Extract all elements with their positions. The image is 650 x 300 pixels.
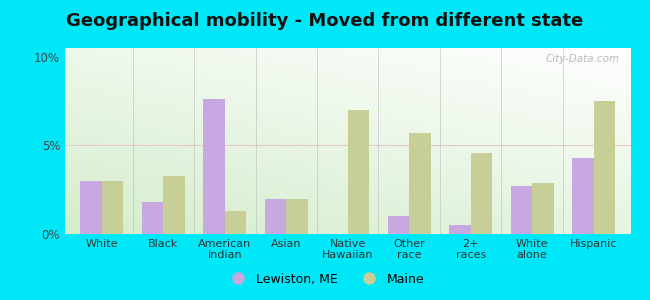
Bar	[449, 225, 471, 234]
Bar	[265, 199, 286, 234]
Bar	[387, 216, 410, 234]
Bar	[572, 158, 593, 234]
Bar	[142, 202, 163, 234]
Bar	[471, 152, 492, 234]
Legend: Lewiston, ME, Maine: Lewiston, ME, Maine	[221, 268, 429, 291]
Bar	[225, 211, 246, 234]
Bar	[511, 186, 532, 234]
Bar	[163, 176, 185, 234]
Text: Geographical mobility - Moved from different state: Geographical mobility - Moved from diffe…	[66, 12, 584, 30]
Bar	[348, 110, 369, 234]
Bar	[532, 183, 554, 234]
Text: City-Data.com: City-Data.com	[545, 54, 619, 64]
Bar	[410, 133, 431, 234]
Bar	[286, 199, 308, 234]
Bar	[593, 101, 615, 234]
Bar	[102, 181, 124, 234]
Bar	[81, 181, 102, 234]
Bar	[203, 99, 225, 234]
